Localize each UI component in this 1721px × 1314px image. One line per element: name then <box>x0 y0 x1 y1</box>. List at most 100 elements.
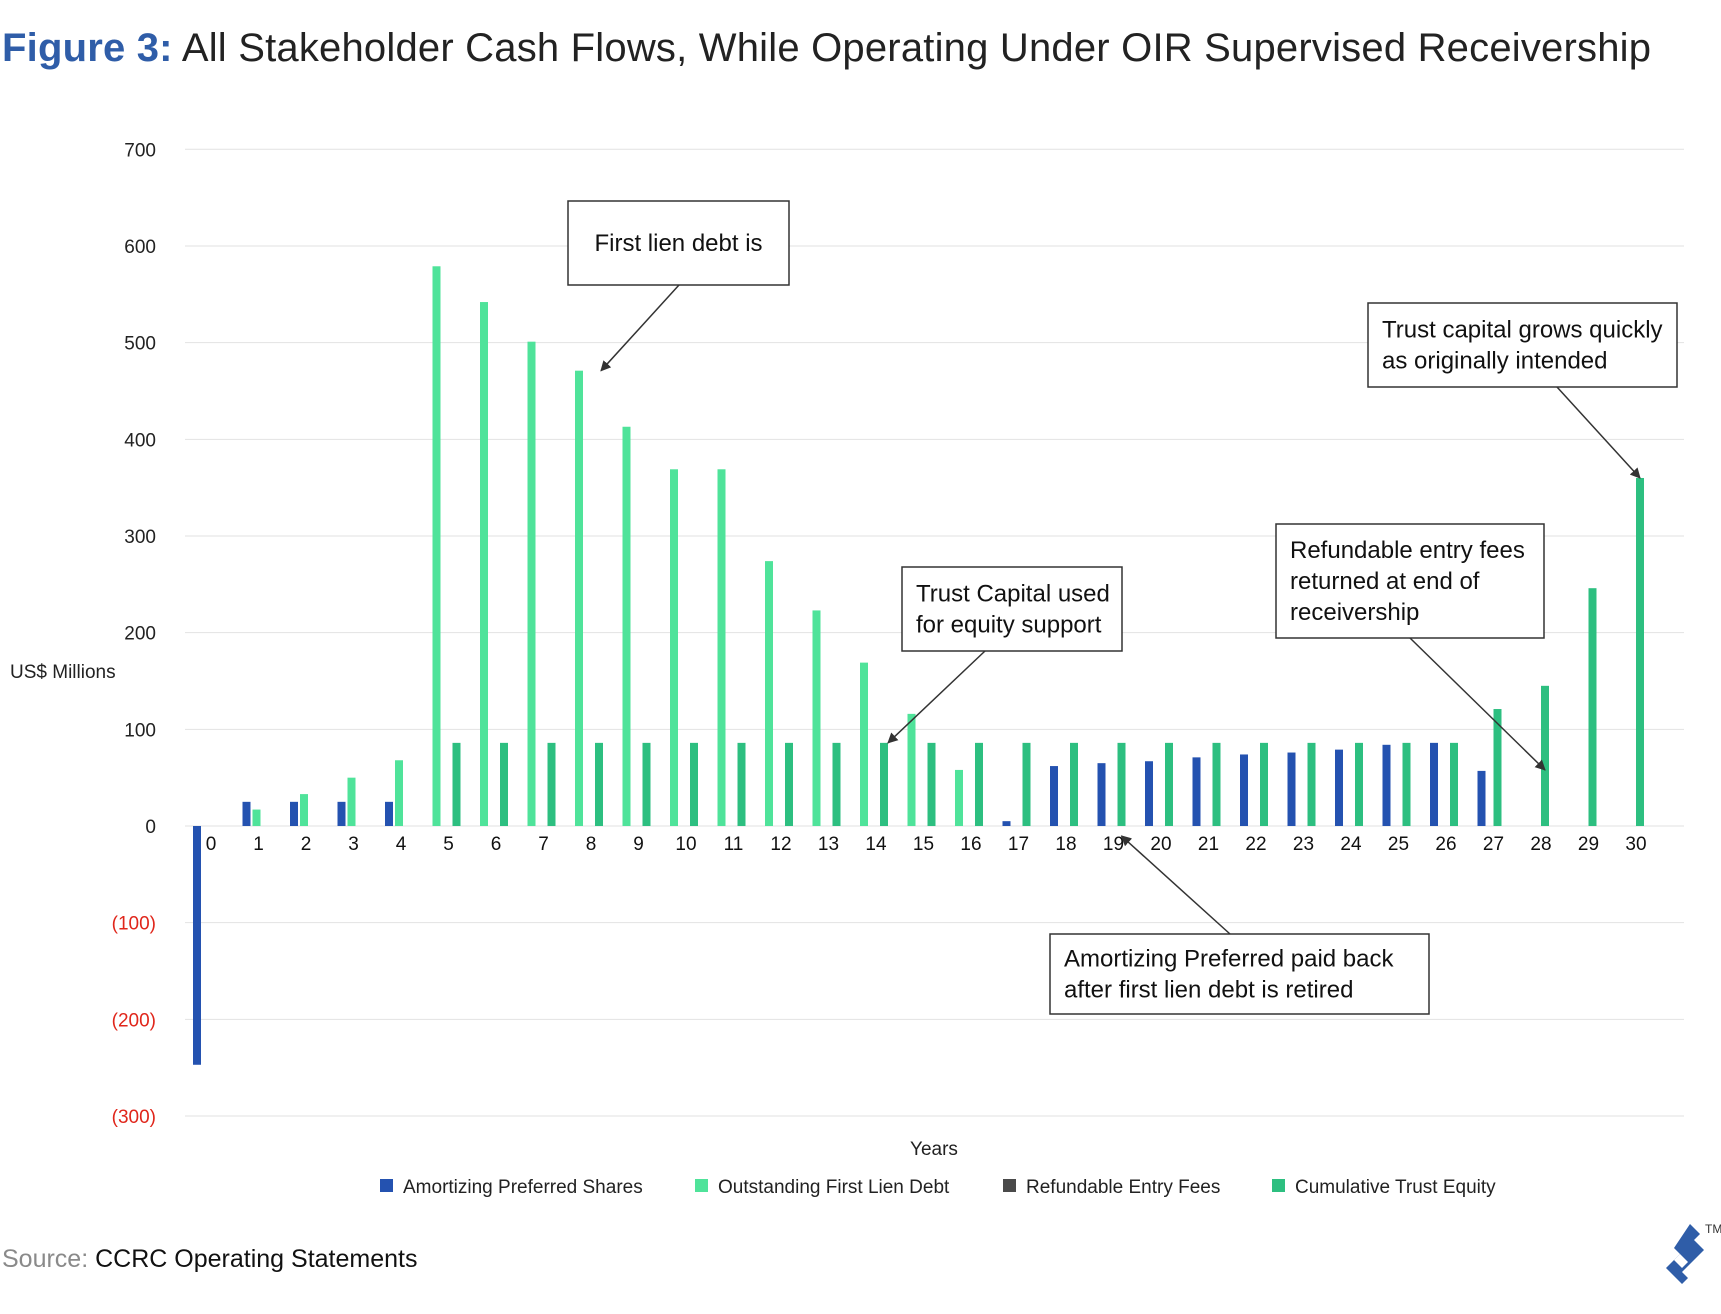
x-axis-ticks: 0 1 2 3 4 5 6 7 8 9 10 11 12 13 14 15 16 17 18 19 20 21 22 23 24… <box>206 834 1647 855</box>
bar-trust-equity-year-15 <box>927 742 936 826</box>
legend-item-first-lien-debt: Outstanding First Lien Debt <box>695 1177 950 1198</box>
legend-swatch <box>380 1179 393 1192</box>
legend: Amortizing Preferred Shares Outstanding F… <box>380 1177 1496 1198</box>
x-tick-label: 23 <box>1293 834 1314 855</box>
bar-amortizing-preferred-year-23 <box>1287 752 1296 826</box>
y-tick-label: 200 <box>124 624 156 645</box>
annotation-text: First lien debt is <box>594 230 762 257</box>
figure-title: All Stakeholder Cash Flows, While Operat… <box>181 26 1652 70</box>
annotation-arrow <box>1556 386 1641 479</box>
bar-trust-equity-year-11 <box>737 742 746 826</box>
x-tick-label: 26 <box>1435 834 1456 855</box>
bar-first-lien-debt-year-11 <box>717 469 726 826</box>
y-tick-label: 300 <box>124 527 156 548</box>
bar-trust-equity-year-20 <box>1165 742 1173 826</box>
annotation-box <box>567 200 790 286</box>
x-tick-label: 27 <box>1483 834 1504 855</box>
x-tick-label: 11 <box>724 834 744 855</box>
x-tick-label: 9 <box>633 834 644 855</box>
x-tick-label: 21 <box>1198 834 1219 855</box>
annotation-text: Trust capital grows quickly <box>1382 317 1663 344</box>
x-tick-label: 20 <box>1150 834 1171 855</box>
annotation-box <box>1275 523 1545 639</box>
bar-first-lien-debt-year-7 <box>527 341 536 826</box>
bar-first-lien-debt-year-6 <box>480 302 488 827</box>
annotation-text: Amortizing Preferred paid back <box>1064 946 1394 973</box>
legend-item-amortizing-preferred: Amortizing Preferred Shares <box>380 1177 643 1198</box>
x-tick-label: 5 <box>443 834 454 855</box>
bar-first-lien-debt-year-4 <box>395 760 403 826</box>
bar-trust-equity-year-27 <box>1493 709 1502 826</box>
legend-swatch <box>695 1179 708 1192</box>
bars <box>193 266 1644 1065</box>
bar-amortizing-preferred-year-20 <box>1145 761 1153 826</box>
bar-trust-equity-year-30 <box>1636 477 1644 826</box>
bar-trust-equity-year-17 <box>1022 742 1031 826</box>
x-tick-label: 22 <box>1245 834 1266 855</box>
annotation-text: returned at end of <box>1290 568 1480 595</box>
bar-amortizing-preferred-year-25 <box>1382 744 1391 826</box>
bar-trust-equity-year-22 <box>1260 742 1268 826</box>
bar-first-lien-debt-year-8 <box>575 370 583 826</box>
x-tick-label: 1 <box>253 834 264 855</box>
bar-first-lien-debt-year-9 <box>622 426 631 826</box>
annotation-text: after first lien debt is retired <box>1064 977 1353 1004</box>
x-tick-label: 19 <box>1103 834 1124 855</box>
y-axis-ticks: 700 600 500 400 300 200 100 0 (100) (200) (300) <box>112 140 156 1128</box>
annotation-box <box>1367 302 1678 388</box>
y-tick-label: 600 <box>124 237 156 258</box>
cash-flow-chart: 700 600 500 400 300 200 100 0 (100) (200) (300) 0 1… <box>10 140 1684 1198</box>
bar-first-lien-debt-year-3 <box>347 777 356 826</box>
x-tick-label: 2 <box>301 834 312 855</box>
y-tick-label: 700 <box>124 140 156 161</box>
bar-trust-equity-year-19 <box>1117 742 1126 826</box>
bar-trust-equity-year-29 <box>1588 588 1597 826</box>
bar-first-lien-debt-year-13 <box>812 610 821 826</box>
legend-swatch <box>1003 1179 1016 1192</box>
bar-trust-equity-year-26 <box>1450 742 1458 826</box>
bar-amortizing-preferred-year-18 <box>1050 766 1058 826</box>
x-tick-label: 29 <box>1578 834 1599 855</box>
source-text: CCRC Operating Statements <box>95 1245 418 1273</box>
annotation-arrow <box>600 284 680 372</box>
bar-trust-equity-year-13 <box>832 742 841 826</box>
bar-trust-equity-year-6 <box>500 742 508 826</box>
y-tick-label: (300) <box>112 1107 156 1128</box>
bar-first-lien-debt-year-14 <box>860 662 868 826</box>
x-tick-label: 4 <box>396 834 407 855</box>
annotation-arrow <box>887 650 986 744</box>
bar-trust-equity-year-25 <box>1402 742 1411 826</box>
bar-first-lien-debt-year-15 <box>907 713 916 826</box>
annotation-text: for equity support <box>916 612 1102 639</box>
x-tick-label: 25 <box>1388 834 1409 855</box>
bar-amortizing-preferred-year-1 <box>242 801 251 826</box>
bar-trust-equity-year-23 <box>1307 742 1316 826</box>
annotation-trust-capital-used: Trust Capital used for equity support <box>887 566 1123 744</box>
bar-first-lien-debt-year-2 <box>300 794 308 826</box>
annotation-arrow <box>1120 835 1231 935</box>
bar-amortizing-preferred-year-27 <box>1477 770 1486 826</box>
annotation-refundable-fees: Refundable entry fees returned at end of r… <box>1275 523 1546 771</box>
bar-trust-equity-year-10 <box>690 742 698 826</box>
annotation-trust-grows: Trust capital grows quickly as originally… <box>1367 302 1678 479</box>
annotations: First lien debt is Trust Capital used for … <box>567 200 1678 1015</box>
x-tick-label: 13 <box>818 834 839 855</box>
bar-first-lien-debt-year-16 <box>955 769 963 826</box>
annotation-text: Refundable entry fees <box>1290 537 1525 564</box>
bar-amortizing-preferred-year-17 <box>1002 821 1011 826</box>
annotation-first-lien: First lien debt is <box>567 200 790 372</box>
bar-trust-equity-year-7 <box>547 742 556 826</box>
x-tick-label: 17 <box>1008 834 1029 855</box>
bar-amortizing-preferred-year-19 <box>1097 763 1106 826</box>
bar-trust-equity-year-8 <box>595 742 603 826</box>
annotation-box <box>1049 933 1430 1015</box>
bar-trust-equity-year-16 <box>975 742 983 826</box>
bar-first-lien-debt-year-1 <box>252 809 261 826</box>
legend-item-trust-equity: Cumulative Trust Equity <box>1272 1177 1496 1198</box>
bar-first-lien-debt-year-10 <box>670 469 678 826</box>
annotation-text: as originally intended <box>1382 348 1607 375</box>
annotation-text: receivership <box>1290 599 1419 626</box>
y-tick-label: 500 <box>124 334 156 355</box>
bar-first-lien-debt-year-12 <box>765 561 773 826</box>
y-tick-label: 400 <box>124 430 156 451</box>
